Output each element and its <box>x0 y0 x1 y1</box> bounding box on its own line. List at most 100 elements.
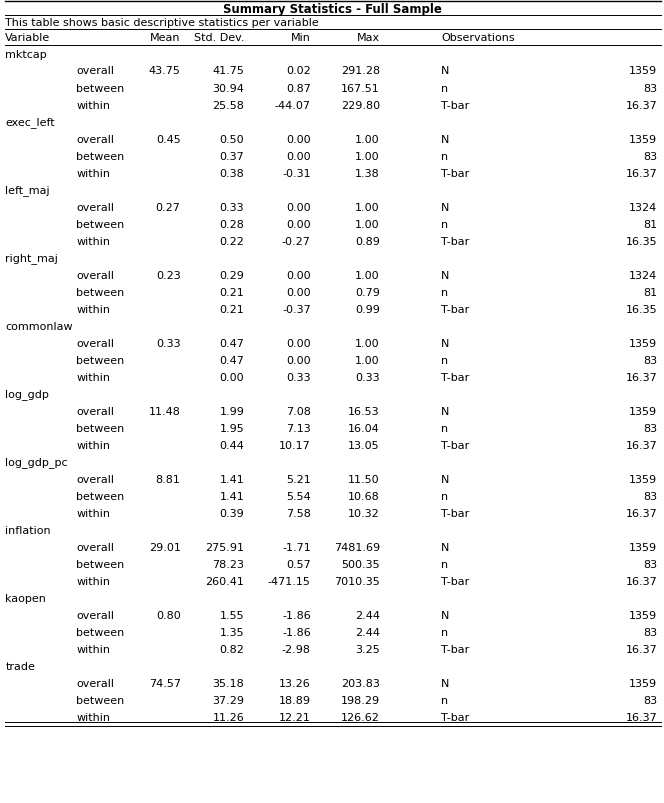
Text: overall: overall <box>76 338 114 348</box>
Text: 0.47: 0.47 <box>220 355 244 365</box>
Text: overall: overall <box>76 678 114 687</box>
Text: 1.00: 1.00 <box>355 355 380 365</box>
Text: within: within <box>76 304 110 314</box>
Text: n: n <box>441 491 448 501</box>
Text: 5.54: 5.54 <box>286 491 311 501</box>
Text: 229.80: 229.80 <box>341 100 380 110</box>
Text: T-bar: T-bar <box>441 169 469 178</box>
Text: n: n <box>441 151 448 161</box>
Text: N: N <box>441 338 450 348</box>
Text: overall: overall <box>76 474 114 484</box>
Text: Observations: Observations <box>441 33 515 43</box>
Text: 1359: 1359 <box>629 474 657 484</box>
Text: overall: overall <box>76 542 114 552</box>
Text: 0.00: 0.00 <box>286 338 311 348</box>
Text: 1.41: 1.41 <box>220 474 244 484</box>
Text: 43.75: 43.75 <box>149 67 181 76</box>
Text: 0.57: 0.57 <box>286 559 311 569</box>
Text: 13.05: 13.05 <box>348 440 380 450</box>
Text: N: N <box>441 134 450 145</box>
Text: 2.44: 2.44 <box>355 626 380 637</box>
Text: n: n <box>441 219 448 229</box>
Text: 16.37: 16.37 <box>625 440 657 450</box>
Text: 0.00: 0.00 <box>286 202 311 212</box>
Text: n: n <box>441 355 448 365</box>
Text: 1324: 1324 <box>629 202 657 212</box>
Text: Mean: Mean <box>150 33 181 43</box>
Text: 0.23: 0.23 <box>156 270 181 280</box>
Text: 12.21: 12.21 <box>279 711 311 722</box>
Text: 0.50: 0.50 <box>220 134 244 145</box>
Text: between: between <box>76 84 125 93</box>
Text: Variable: Variable <box>5 33 50 43</box>
Text: 126.62: 126.62 <box>341 711 380 722</box>
Text: 0.79: 0.79 <box>355 287 380 297</box>
Text: 0.82: 0.82 <box>220 644 244 654</box>
Text: 16.35: 16.35 <box>625 304 657 314</box>
Text: 0.00: 0.00 <box>286 219 311 229</box>
Text: 8.81: 8.81 <box>156 474 181 484</box>
Text: N: N <box>441 609 450 620</box>
Text: 0.39: 0.39 <box>220 507 244 518</box>
Text: between: between <box>76 695 125 704</box>
Text: 500.35: 500.35 <box>341 559 380 569</box>
Text: 0.00: 0.00 <box>286 134 311 145</box>
Text: 0.28: 0.28 <box>220 219 244 229</box>
Text: 74.57: 74.57 <box>149 678 181 687</box>
Text: 16.37: 16.37 <box>625 576 657 585</box>
Text: left_maj: left_maj <box>5 185 50 196</box>
Text: 83: 83 <box>643 695 657 704</box>
Text: 1.35: 1.35 <box>220 626 244 637</box>
Text: 83: 83 <box>643 355 657 365</box>
Text: 83: 83 <box>643 84 657 93</box>
Text: 0.33: 0.33 <box>156 338 181 348</box>
Text: T-bar: T-bar <box>441 711 469 722</box>
Text: n: n <box>441 287 448 297</box>
Text: between: between <box>76 423 125 433</box>
Text: 16.53: 16.53 <box>348 406 380 416</box>
Text: 291.28: 291.28 <box>341 67 380 76</box>
Text: 0.21: 0.21 <box>220 304 244 314</box>
Text: 10.68: 10.68 <box>348 491 380 501</box>
Text: overall: overall <box>76 406 114 416</box>
Text: within: within <box>76 711 110 722</box>
Text: within: within <box>76 169 110 178</box>
Text: 16.35: 16.35 <box>625 236 657 247</box>
Text: T-bar: T-bar <box>441 507 469 518</box>
Text: 37.29: 37.29 <box>212 695 244 704</box>
Text: -1.86: -1.86 <box>282 609 311 620</box>
Text: -471.15: -471.15 <box>268 576 311 585</box>
Text: n: n <box>441 695 448 704</box>
Text: 11.48: 11.48 <box>149 406 181 416</box>
Text: trade: trade <box>5 661 35 671</box>
Text: 1359: 1359 <box>629 542 657 552</box>
Text: 16.37: 16.37 <box>625 644 657 654</box>
Text: -2.98: -2.98 <box>282 644 311 654</box>
Text: 0.44: 0.44 <box>220 440 244 450</box>
Text: 1.95: 1.95 <box>220 423 244 433</box>
Text: 1324: 1324 <box>629 270 657 280</box>
Text: overall: overall <box>76 270 114 280</box>
Text: -44.07: -44.07 <box>275 100 311 110</box>
Text: T-bar: T-bar <box>441 372 469 382</box>
Text: 3.25: 3.25 <box>355 644 380 654</box>
Text: N: N <box>441 678 450 687</box>
Text: within: within <box>76 372 110 382</box>
Text: 10.32: 10.32 <box>348 507 380 518</box>
Text: overall: overall <box>76 134 114 145</box>
Text: 7.58: 7.58 <box>286 507 311 518</box>
Text: overall: overall <box>76 67 114 76</box>
Text: between: between <box>76 491 125 501</box>
Text: 0.33: 0.33 <box>355 372 380 382</box>
Text: This table shows basic descriptive statistics per variable: This table shows basic descriptive stati… <box>5 18 319 28</box>
Text: 83: 83 <box>643 423 657 433</box>
Text: N: N <box>441 202 450 212</box>
Text: 0.33: 0.33 <box>286 372 311 382</box>
Text: -1.86: -1.86 <box>282 626 311 637</box>
Text: 260.41: 260.41 <box>205 576 244 585</box>
Text: 0.99: 0.99 <box>355 304 380 314</box>
Text: between: between <box>76 219 125 229</box>
Text: 2.44: 2.44 <box>355 609 380 620</box>
Text: 25.58: 25.58 <box>212 100 244 110</box>
Text: T-bar: T-bar <box>441 304 469 314</box>
